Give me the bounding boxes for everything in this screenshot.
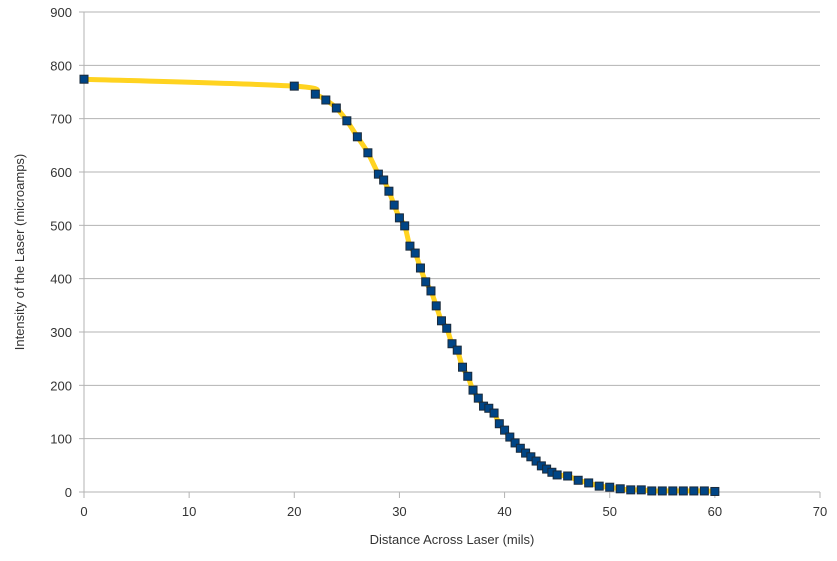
data-point: [500, 425, 510, 435]
y-tick-label: 400: [50, 272, 72, 287]
data-point: [515, 443, 525, 453]
data-point: [668, 486, 678, 496]
data-point: [689, 486, 699, 496]
data-point: [421, 277, 431, 287]
data-point: [463, 371, 473, 381]
axes: [79, 11, 821, 498]
data-point: [531, 456, 541, 466]
data-point: [710, 486, 720, 496]
x-tick-label: 10: [182, 504, 196, 519]
data-point: [584, 478, 594, 488]
x-tick-label: 40: [497, 504, 511, 519]
data-point: [426, 286, 436, 296]
data-point: [400, 221, 410, 231]
data-point: [415, 263, 425, 273]
y-tick-labels: 0 100 200 300 400 500 600 700 800 900: [50, 5, 72, 500]
data-point: [699, 486, 709, 496]
x-tick-label: 70: [813, 504, 827, 519]
x-tick-labels: 0 10 20 30 40 50 60 70: [80, 504, 827, 519]
data-point: [636, 485, 646, 495]
data-point: [647, 486, 657, 496]
data-point: [594, 481, 604, 491]
data-point: [436, 316, 446, 326]
y-tick-label: 700: [50, 112, 72, 127]
data-point: [552, 470, 562, 480]
data-point: [494, 419, 504, 429]
x-tick-label: 50: [602, 504, 616, 519]
data-point: [657, 486, 667, 496]
data-point: [431, 301, 441, 311]
y-tick-label: 900: [50, 5, 72, 20]
y-tick-label: 800: [50, 58, 72, 73]
x-tick-label: 30: [392, 504, 406, 519]
x-tick-label: 20: [287, 504, 301, 519]
data-point: [563, 471, 573, 481]
x-tick-label: 60: [708, 504, 722, 519]
data-point: [394, 213, 404, 223]
data-point: [410, 248, 420, 258]
data-point: [505, 432, 515, 442]
data-point: [442, 323, 452, 333]
y-tick-label: 200: [50, 378, 72, 393]
data-point: [321, 95, 331, 105]
data-point: [384, 186, 394, 196]
data-point: [484, 403, 494, 413]
data-point: [389, 200, 399, 210]
x-tick-label: 0: [80, 504, 87, 519]
data-point: [626, 485, 636, 495]
data-point: [473, 393, 483, 403]
data-point: [405, 241, 415, 251]
data-point: [615, 484, 625, 494]
data-point: [510, 438, 520, 448]
data-point: [573, 475, 583, 485]
series-line: [81, 76, 718, 494]
y-tick-label: 100: [50, 432, 72, 447]
series-markers: [79, 74, 720, 496]
data-point: [342, 116, 352, 126]
y-tick-label: 0: [65, 485, 72, 500]
gridlines: [84, 11, 820, 440]
x-axis-title: Distance Across Laser (mils): [370, 532, 535, 547]
data-point: [331, 103, 341, 113]
data-point: [452, 345, 462, 355]
data-point: [447, 339, 457, 349]
data-point: [489, 408, 499, 418]
data-point: [379, 175, 389, 185]
data-point: [363, 148, 373, 158]
data-point: [310, 89, 320, 99]
data-point: [468, 385, 478, 395]
y-axis-title: Intensity of the Laser (microamps): [12, 154, 27, 351]
y-tick-label: 600: [50, 165, 72, 180]
data-point: [373, 169, 383, 179]
data-point: [289, 81, 299, 91]
data-point: [605, 482, 615, 492]
data-point: [678, 486, 688, 496]
y-tick-label: 500: [50, 218, 72, 233]
data-point: [458, 362, 468, 372]
y-tick-label: 300: [50, 325, 72, 340]
data-point: [352, 132, 362, 142]
data-point: [79, 74, 89, 84]
